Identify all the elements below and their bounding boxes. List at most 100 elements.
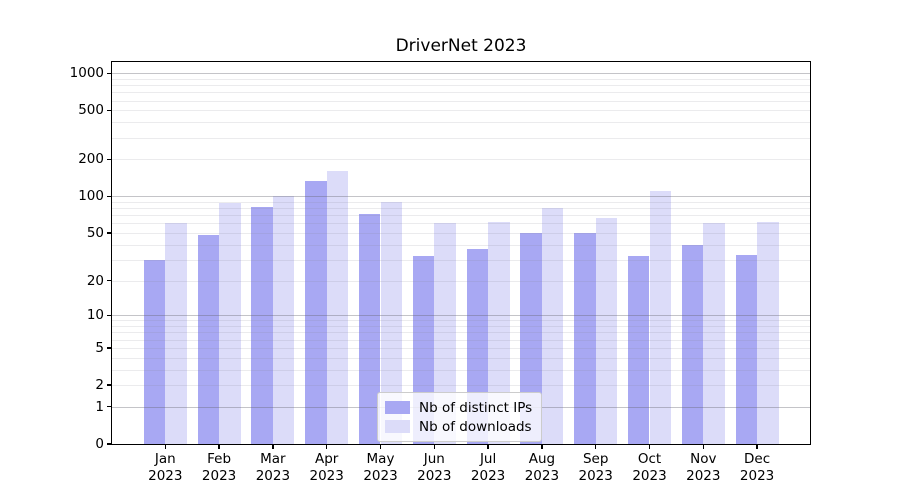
legend-label: Nb of distinct IPs: [419, 399, 533, 416]
y-tick-label: 2: [95, 377, 104, 394]
minor-gridline: [112, 201, 810, 203]
bar-distinct-ips: [681, 244, 704, 444]
x-tick-mark: [272, 445, 274, 449]
x-tick-year: 2023: [255, 468, 291, 484]
y-tick-label: 50: [86, 225, 104, 242]
x-tick-label: Apr 2023: [295, 451, 359, 485]
bar-distinct-ips: [735, 254, 758, 444]
x-tick-label: Jan 2023: [133, 451, 197, 485]
x-tick-mark: [164, 445, 166, 449]
plot-area: Nb of distinct IPs Nb of downloads: [111, 61, 811, 445]
bar-downloads: [272, 196, 295, 444]
x-tick-year: 2023: [686, 468, 721, 484]
x-tick-label: Jul 2023: [456, 451, 520, 485]
legend-row: Nb of distinct IPs: [385, 398, 532, 417]
minor-gridline: [112, 347, 810, 349]
x-tick-label: May 2023: [349, 451, 413, 485]
legend: Nb of distinct IPs Nb of downloads: [377, 392, 543, 442]
minor-gridline: [112, 233, 810, 235]
bar-downloads: [488, 221, 510, 444]
minor-gridline: [112, 137, 810, 139]
bar-downloads: [649, 191, 672, 444]
bar-downloads: [703, 223, 725, 444]
legend-row: Nb of downloads: [385, 417, 532, 436]
x-tick-year: 2023: [524, 468, 560, 484]
x-tick-mark: [379, 445, 382, 449]
y-tick-mark: [107, 406, 111, 408]
x-tick-mark: [648, 445, 651, 449]
minor-gridline: [112, 320, 810, 322]
minor-gridline: [112, 215, 810, 217]
x-tick-mark: [218, 445, 220, 449]
y-tick-label: 0: [95, 436, 104, 452]
minor-gridline: [112, 280, 810, 282]
bar-downloads: [380, 201, 403, 444]
y-tick-mark: [107, 72, 111, 74]
major-gridline: [112, 73, 810, 75]
minor-gridline: [112, 100, 810, 102]
y-tick-label: 100: [78, 188, 104, 205]
x-tick-mark: [702, 445, 704, 449]
y-tick-label: 20: [86, 272, 104, 289]
y-tick-mark: [107, 314, 111, 317]
bar-downloads: [541, 208, 564, 444]
minor-gridline: [112, 339, 810, 341]
bar-distinct-ips: [574, 233, 596, 444]
minor-gridline: [112, 110, 810, 112]
bar-downloads: [326, 171, 349, 444]
y-tick-label: 5: [95, 339, 104, 356]
minor-gridline: [112, 244, 810, 246]
minor-gridline: [112, 223, 810, 225]
x-tick-year: 2023: [739, 468, 775, 484]
bar-distinct-ips: [197, 235, 220, 444]
y-tick-mark: [107, 158, 111, 161]
minor-gridline: [112, 369, 810, 371]
x-tick-mark: [433, 445, 435, 449]
minor-gridline: [112, 259, 810, 261]
minor-gridline: [112, 159, 810, 161]
legend-swatch-downloads: [385, 420, 410, 433]
bar-downloads: [595, 218, 618, 444]
x-tick-year: 2023: [470, 468, 506, 484]
legend-label: Nb of downloads: [419, 418, 532, 435]
y-tick-mark: [107, 443, 111, 445]
x-tick-label: Oct 2023: [618, 451, 682, 485]
minor-gridline: [112, 357, 810, 359]
minor-gridline: [112, 92, 810, 94]
x-tick-label: Dec 2023: [725, 451, 789, 485]
x-tick-label: Aug 2023: [510, 451, 574, 485]
x-tick-year: 2023: [417, 468, 452, 484]
bar-downloads: [757, 221, 779, 444]
chart-title: DriverNet 2023: [395, 36, 527, 56]
minor-gridline: [112, 85, 810, 87]
x-tick-year: 2023: [148, 468, 183, 484]
x-tick-label: Sep 2023: [564, 451, 628, 485]
major-gridline: [112, 196, 810, 198]
x-tick-label: Nov 2023: [671, 451, 735, 485]
y-tick-label: 500: [78, 102, 104, 119]
x-tick-mark: [541, 445, 543, 449]
y-tick-mark: [107, 109, 111, 112]
x-tick-year: 2023: [309, 468, 344, 484]
minor-gridline: [112, 122, 810, 124]
minor-gridline: [112, 78, 810, 80]
minor-gridline: [112, 208, 810, 210]
x-tick-label: Mar 2023: [241, 451, 305, 485]
x-tick-year: 2023: [632, 468, 667, 484]
y-tick-label: 1000: [69, 65, 104, 82]
major-gridline: [112, 315, 810, 317]
bar-distinct-ips: [358, 213, 381, 444]
y-tick-label: 10: [86, 307, 104, 324]
y-tick-mark: [107, 347, 111, 349]
x-tick-mark: [326, 445, 328, 449]
x-tick-label: Feb 2023: [187, 451, 251, 485]
y-tick-label: 1: [95, 398, 104, 415]
y-tick-mark: [107, 384, 111, 386]
bar-distinct-ips: [627, 256, 650, 444]
y-tick-label: 200: [78, 151, 104, 168]
bar-downloads: [165, 223, 187, 444]
x-tick-mark: [487, 445, 489, 449]
y-tick-mark: [107, 195, 111, 198]
bar-distinct-ips: [143, 259, 166, 444]
